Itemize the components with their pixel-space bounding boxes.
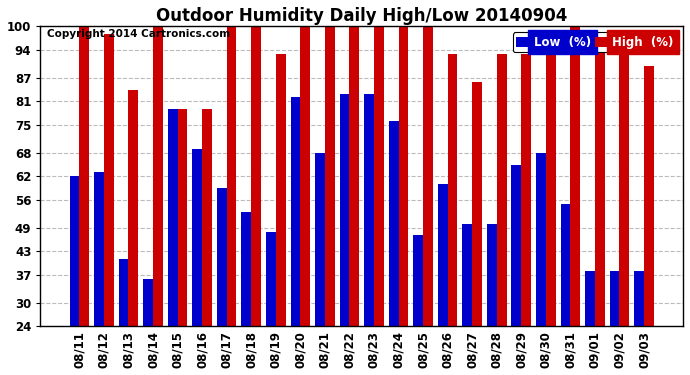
Bar [104, 34, 114, 375]
Bar [399, 27, 408, 375]
Bar [472, 82, 482, 375]
Title: Outdoor Humidity Daily High/Low 20140904: Outdoor Humidity Daily High/Low 20140904 [156, 7, 567, 25]
Bar [94, 172, 104, 375]
Bar [364, 93, 374, 375]
Bar [462, 224, 472, 375]
Bar [571, 27, 580, 375]
Bar [374, 27, 384, 375]
Bar [585, 271, 595, 375]
Bar [128, 90, 138, 375]
Bar [193, 149, 202, 375]
Bar [521, 54, 531, 375]
Bar [423, 27, 433, 375]
Bar [634, 271, 644, 375]
Bar [144, 279, 153, 375]
Bar [620, 42, 629, 375]
Bar [349, 27, 359, 375]
Bar [227, 27, 237, 375]
Bar [413, 236, 423, 375]
Bar [276, 54, 286, 375]
Bar [241, 212, 251, 375]
Bar [448, 54, 457, 375]
Bar [300, 27, 310, 375]
Bar [70, 176, 79, 375]
Bar [202, 109, 212, 375]
Bar [595, 42, 604, 375]
Bar [177, 109, 188, 375]
Bar [315, 153, 325, 375]
Bar [325, 27, 335, 375]
Bar [644, 66, 654, 375]
Bar [438, 184, 448, 375]
Bar [388, 121, 399, 375]
Legend: Low  (%), High  (%): Low (%), High (%) [513, 32, 677, 53]
Bar [536, 153, 546, 375]
Bar [546, 54, 555, 375]
Bar [339, 93, 349, 375]
Bar [266, 231, 276, 375]
Bar [560, 204, 571, 375]
Bar [168, 109, 177, 375]
Bar [217, 188, 227, 375]
Bar [511, 165, 521, 375]
Bar [119, 259, 128, 375]
Bar [497, 54, 506, 375]
Bar [610, 271, 620, 375]
Bar [153, 27, 163, 375]
Text: Copyright 2014 Cartronics.com: Copyright 2014 Cartronics.com [47, 30, 230, 39]
Bar [290, 98, 300, 375]
Bar [251, 27, 261, 375]
Bar [487, 224, 497, 375]
Bar [79, 27, 89, 375]
